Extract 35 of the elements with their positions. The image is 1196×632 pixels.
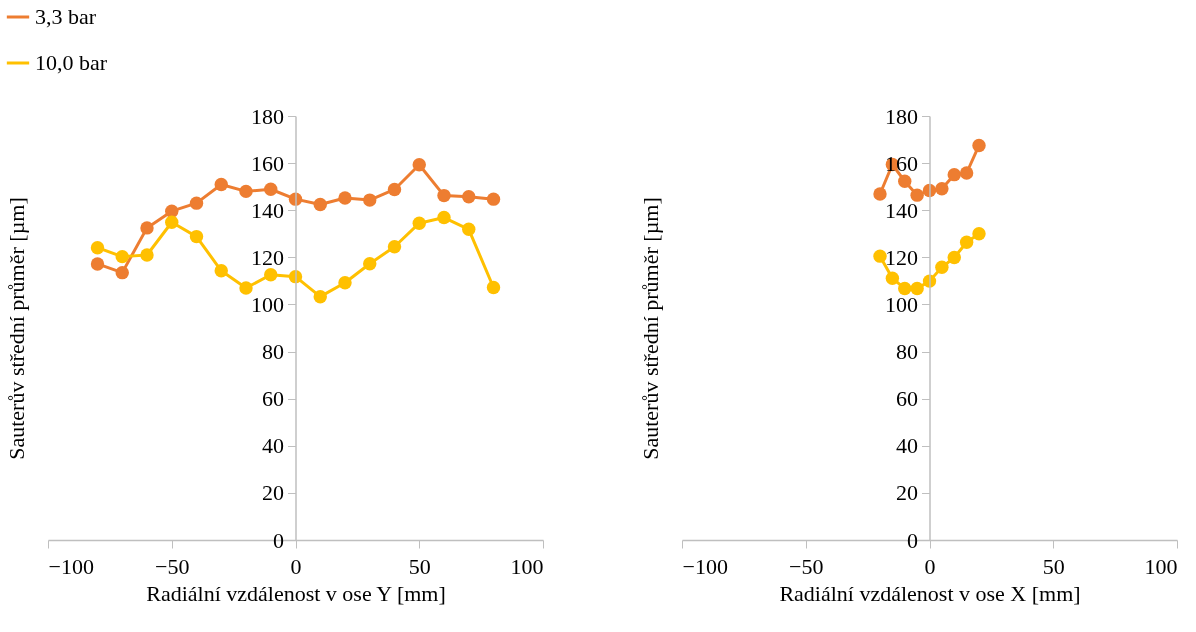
legend-label: 3,3 bar xyxy=(35,4,97,29)
y-axis-title: Sauterův střední průměr [µm] xyxy=(3,197,29,460)
x-tick-label: 50 xyxy=(408,553,431,579)
y-tick-label: 0 xyxy=(273,527,284,553)
x-tick-label: −100 xyxy=(48,553,94,579)
y-tick-label: 0 xyxy=(907,527,918,553)
x-axis-title: Radiální vzdálenost v ose X [mm] xyxy=(779,580,1081,606)
x-tick-label: −100 xyxy=(682,553,728,579)
x-tick-label: −50 xyxy=(155,553,190,579)
y-tick-label: 40 xyxy=(262,433,284,459)
y-tick-label: 80 xyxy=(896,339,918,365)
y-tick-label: 120 xyxy=(251,244,284,270)
y-tick-label: 160 xyxy=(251,150,284,176)
x-tick-label: 100 xyxy=(510,553,544,579)
y-tick-label: 180 xyxy=(885,103,918,129)
y-tick-label: 180 xyxy=(251,103,284,129)
x-axis-title: Radiální vzdálenost v ose Y [mm] xyxy=(146,580,446,606)
x-tick-label: −50 xyxy=(789,553,824,579)
y-tick-label: 140 xyxy=(885,197,918,223)
x-tick-label: 50 xyxy=(1042,553,1065,579)
legend-label: 10,0 bar xyxy=(35,50,108,75)
y-tick-label: 140 xyxy=(251,197,284,223)
y-tick-label: 20 xyxy=(896,480,918,506)
y-tick-label: 60 xyxy=(896,386,918,412)
y-axis-title: Sauterův střední průměr [µm] xyxy=(637,197,663,460)
x-tick-label: 0 xyxy=(290,553,302,579)
y-tick-label: 20 xyxy=(262,480,284,506)
y-tick-label: 40 xyxy=(896,433,918,459)
y-tick-label: 100 xyxy=(251,291,284,317)
x-tick-label: 100 xyxy=(1144,553,1178,579)
y-tick-label: 120 xyxy=(885,244,918,270)
x-tick-label: 0 xyxy=(924,553,936,579)
y-tick-label: 80 xyxy=(262,339,284,365)
y-tick-label: 60 xyxy=(262,386,284,412)
y-tick-label: 100 xyxy=(885,291,918,317)
